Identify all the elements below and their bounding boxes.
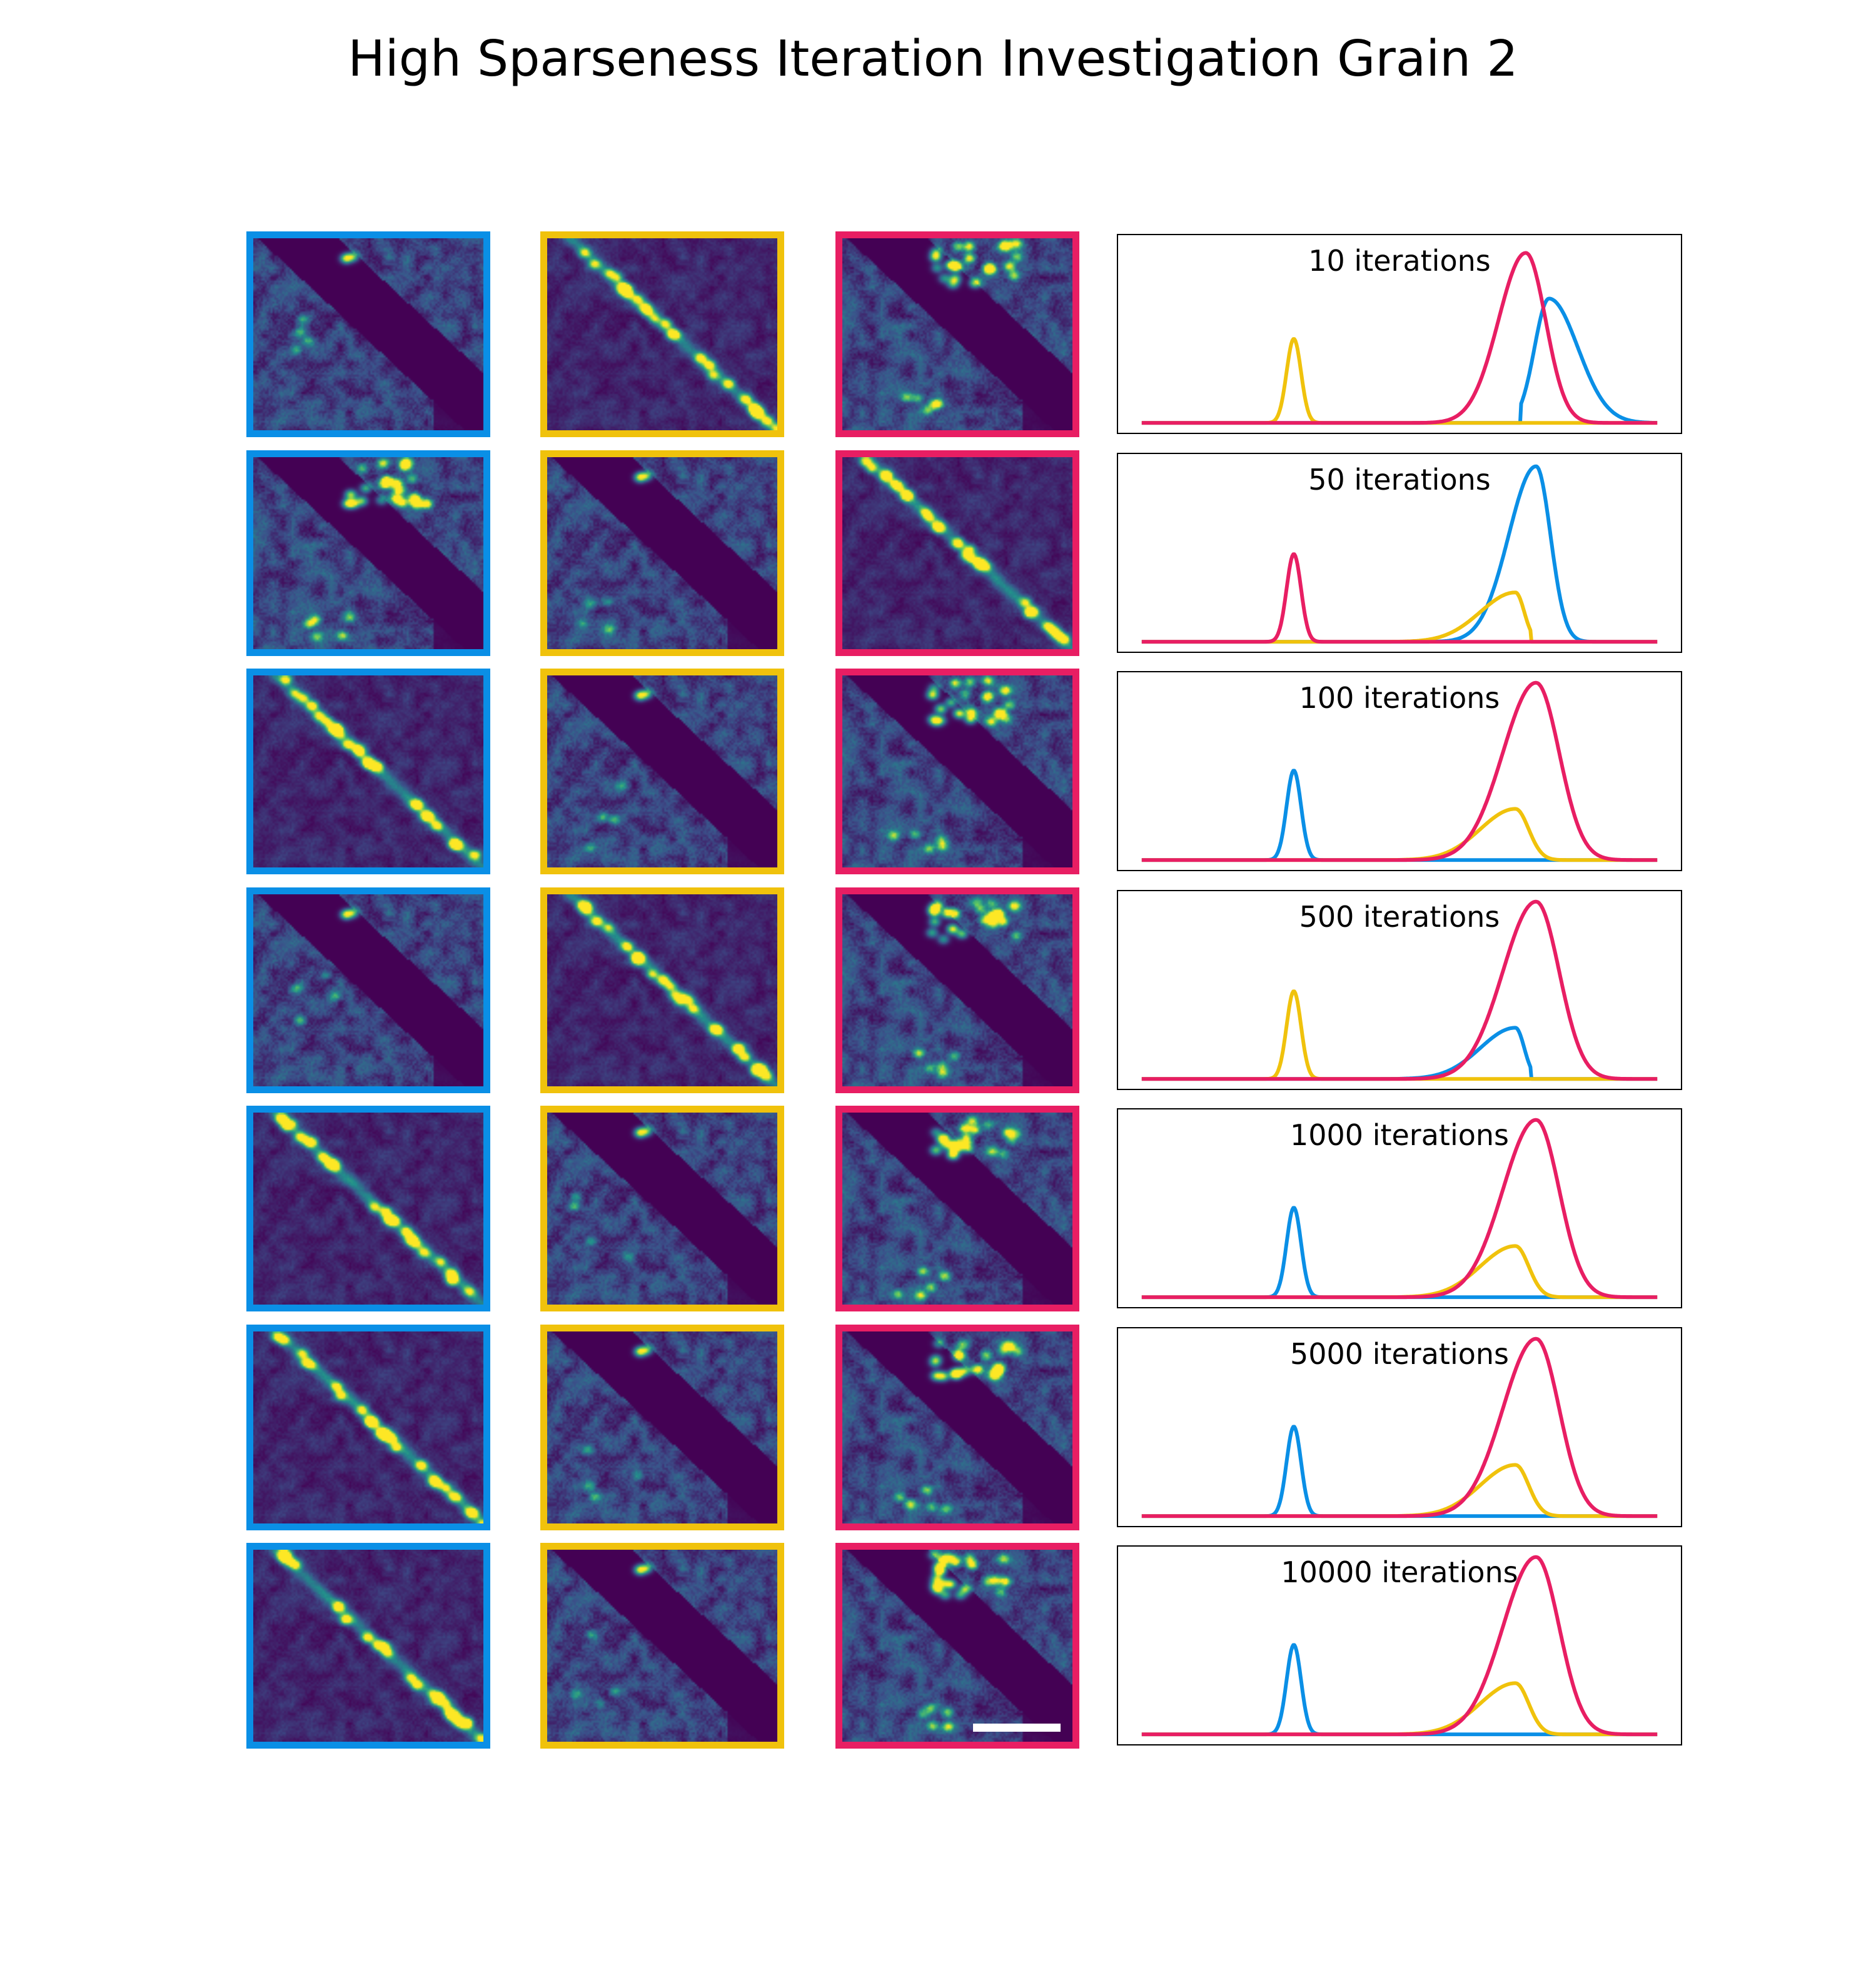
series-line-3	[1141, 680, 1658, 862]
map-panel-row1-col2	[540, 231, 784, 437]
series-line-1	[1141, 1643, 1658, 1737]
map-panel-row3-col2	[540, 669, 784, 874]
line-plot-svg	[1141, 1336, 1658, 1518]
map-image	[842, 675, 1072, 867]
map-image	[842, 238, 1072, 430]
iteration-label: 50 iterations	[1308, 463, 1491, 497]
map-image	[547, 894, 777, 1086]
line-plot-svg	[1141, 1555, 1658, 1737]
line-plot-svg	[1141, 251, 1658, 425]
map-image	[253, 675, 483, 867]
map-panel-row4-col1	[246, 887, 490, 1093]
map-panel-row4-col3	[835, 887, 1079, 1093]
line-plot-panel-row3: 100 iterations	[1117, 671, 1682, 871]
line-plot-panel-row1: 10 iterations	[1117, 234, 1682, 434]
map-image	[253, 238, 483, 430]
map-image	[253, 1331, 483, 1523]
line-plot-panel-row4: 500 iterations	[1117, 890, 1682, 1090]
map-image	[547, 238, 777, 430]
map-panel-row3-col1	[246, 669, 490, 874]
map-panel-row2-col3	[835, 450, 1079, 656]
map-image	[547, 457, 777, 649]
series-line-1	[1141, 296, 1658, 425]
iteration-label: 10000 iterations	[1281, 1555, 1518, 1589]
map-panel-row7-col3	[835, 1543, 1079, 1749]
map-image	[547, 1550, 777, 1742]
map-panel-row4-col2	[540, 887, 784, 1093]
map-panel-row1-col1	[246, 231, 490, 437]
map-image	[547, 1113, 777, 1305]
line-plot-panel-row5: 1000 iterations	[1117, 1108, 1682, 1308]
map-panel-row2-col1	[246, 450, 490, 656]
map-image	[253, 457, 483, 649]
series-line-3	[1141, 1118, 1658, 1300]
series-line-3	[1141, 251, 1658, 425]
map-image	[253, 894, 483, 1086]
line-plot-svg	[1141, 464, 1658, 644]
map-panel-row6-col2	[540, 1325, 784, 1530]
map-panel-row2-col2	[540, 450, 784, 656]
series-line-1	[1141, 1206, 1658, 1300]
series-line-3	[1141, 1336, 1658, 1518]
map-image	[842, 1550, 1072, 1742]
series-line-2	[1141, 590, 1658, 644]
map-image	[547, 675, 777, 867]
map-panel-row7-col2	[540, 1543, 784, 1749]
line-plot-svg	[1141, 1118, 1658, 1300]
map-image	[547, 1331, 777, 1523]
map-panel-row5-col2	[540, 1106, 784, 1311]
map-panel-row1-col3	[835, 231, 1079, 437]
iteration-label: 100 iterations	[1299, 681, 1500, 715]
line-plot-panel-row7: 10000 iterations	[1117, 1545, 1682, 1745]
map-image	[253, 1550, 483, 1742]
series-line-3	[1141, 1555, 1658, 1737]
iteration-label: 5000 iterations	[1290, 1337, 1509, 1371]
scale-bar	[973, 1724, 1061, 1732]
map-panel-row7-col1	[246, 1543, 490, 1749]
iteration-label: 10 iterations	[1308, 244, 1491, 278]
series-line-1	[1141, 1425, 1658, 1518]
map-panel-row5-col1	[246, 1106, 490, 1311]
figure-title: High Sparseness Iteration Investigation …	[348, 30, 1518, 88]
map-image	[842, 457, 1072, 649]
map-panel-row3-col3	[835, 669, 1079, 874]
map-panel-row6-col1	[246, 1325, 490, 1530]
map-panel-row5-col3	[835, 1106, 1079, 1311]
map-image	[842, 1113, 1072, 1305]
line-plot-panel-row6: 5000 iterations	[1117, 1327, 1682, 1527]
series-line-1	[1141, 769, 1658, 862]
series-line-2	[1141, 989, 1658, 1081]
map-image	[253, 1113, 483, 1305]
line-plot-svg	[1141, 680, 1658, 862]
iteration-label: 1000 iterations	[1290, 1118, 1509, 1152]
map-image	[842, 894, 1072, 1086]
map-image	[842, 1331, 1072, 1523]
series-line-3	[1141, 552, 1658, 644]
map-panel-row6-col3	[835, 1325, 1079, 1530]
series-line-3	[1141, 899, 1658, 1081]
line-plot-svg	[1141, 899, 1658, 1081]
line-plot-panel-row2: 50 iterations	[1117, 453, 1682, 653]
iteration-label: 500 iterations	[1299, 900, 1500, 934]
